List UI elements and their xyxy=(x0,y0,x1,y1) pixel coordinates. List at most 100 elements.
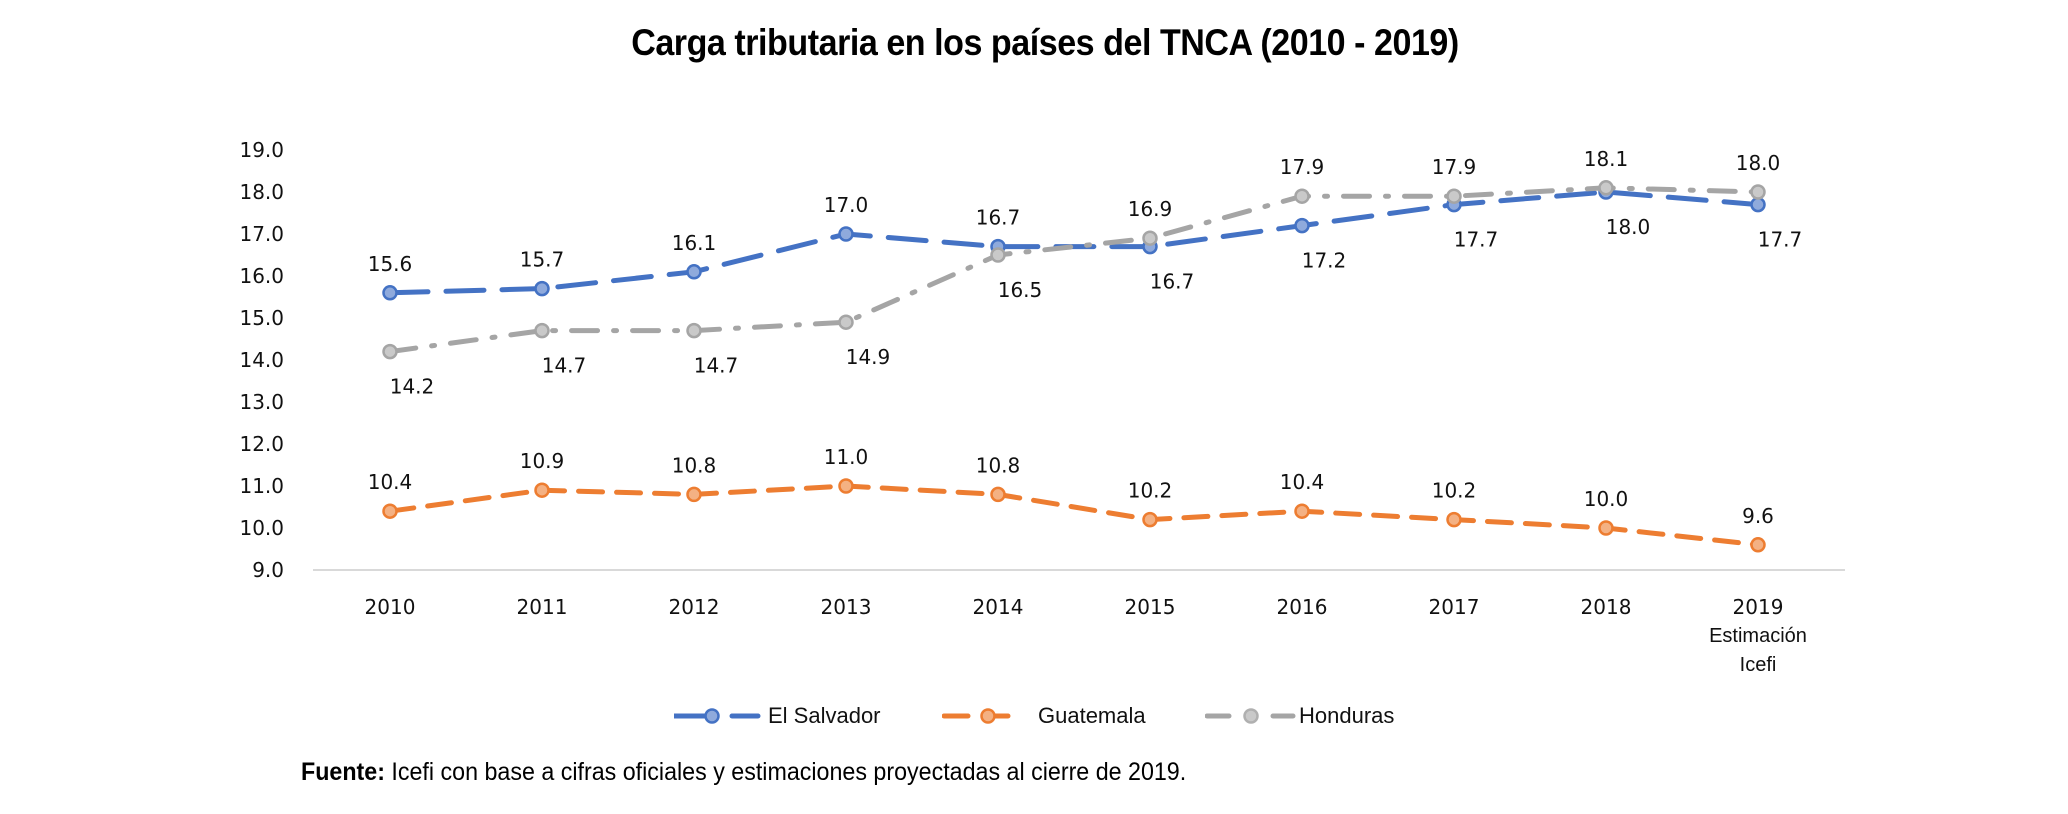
legend-item-guatemala[interactable]: Guatemala xyxy=(942,700,1146,732)
data-point-el-salvador[interactable] xyxy=(1750,196,1766,213)
data-label-el-salvador: 16.7 xyxy=(976,206,1021,230)
legend-symbol-guatemala xyxy=(942,708,1011,724)
data-label-honduras: 14.9 xyxy=(846,345,891,369)
series-line-el-salvador xyxy=(387,189,1761,296)
y-tick-label: 10.0 xyxy=(239,516,284,540)
data-label-honduras: 16.5 xyxy=(998,278,1043,302)
data-point-el-salvador[interactable] xyxy=(838,226,854,242)
data-point-honduras[interactable] xyxy=(990,247,1006,263)
data-point-guatemala[interactable] xyxy=(1446,511,1462,528)
data-point-honduras[interactable] xyxy=(1142,230,1158,246)
x-tick-label: 2017 xyxy=(1429,595,1480,619)
data-point-el-salvador[interactable] xyxy=(686,264,702,280)
x-tick-label: 2019 xyxy=(1733,595,1784,619)
legend-label: Honduras xyxy=(1299,703,1395,728)
data-label-honduras: 16.9 xyxy=(1128,197,1173,221)
legend-item-el-salvador[interactable]: El Salvador xyxy=(672,700,881,732)
data-point-guatemala[interactable] xyxy=(686,486,702,503)
data-label-honduras: 14.7 xyxy=(542,354,587,378)
y-tick-label: 19.0 xyxy=(239,138,284,162)
y-tick-label: 13.0 xyxy=(239,390,284,414)
legend-label: El Salvador xyxy=(768,703,881,728)
legend-item-honduras[interactable]: Honduras xyxy=(1205,700,1394,732)
y-tick-label: 11.0 xyxy=(239,474,284,498)
data-label-guatemala: 10.8 xyxy=(672,453,717,477)
data-label-honduras: 18.0 xyxy=(1736,151,1781,175)
y-axis: 9.0 10.0 11.0 12.0 13.0 14.0 15.0 16.0 17.0 18.0 1… xyxy=(239,138,284,582)
data-label-guatemala: 10.4 xyxy=(1280,470,1325,494)
chart-title: Carga tributaria en los países del TNCA … xyxy=(631,22,1459,63)
data-label-guatemala: 10.0 xyxy=(1584,487,1629,511)
x-tick-label: 2010 xyxy=(365,595,416,619)
x-tick-label: 2014 xyxy=(973,595,1024,619)
legend-label: Guatemala xyxy=(1038,703,1146,728)
data-label-guatemala: 10.8 xyxy=(976,453,1021,477)
y-tick-label: 16.0 xyxy=(239,264,284,288)
data-label-el-salvador: 17.2 xyxy=(1302,249,1347,273)
data-point-honduras[interactable] xyxy=(686,322,702,339)
data-label-guatemala: 10.2 xyxy=(1128,479,1173,503)
data-label-guatemala: 10.2 xyxy=(1432,479,1477,503)
y-tick-label: 18.0 xyxy=(239,180,284,204)
data-point-guatemala[interactable] xyxy=(838,478,854,494)
series-guatemala xyxy=(382,478,1766,553)
y-tick-label: 14.0 xyxy=(239,348,284,372)
x-tick-sublabel: Estimación xyxy=(1709,625,1807,647)
legend-symbol-el-salvador xyxy=(674,708,761,724)
data-point-guatemala[interactable] xyxy=(534,482,550,498)
data-point-honduras[interactable] xyxy=(1446,188,1462,204)
series-line-honduras xyxy=(387,185,1761,355)
data-point-el-salvador[interactable] xyxy=(382,285,398,301)
x-axis: 2010 2011 2012 2013 2014 2015 2016 2017 2018 2019… xyxy=(365,595,1807,676)
legend-symbol-honduras xyxy=(1205,708,1296,724)
data-label-el-salvador: 15.7 xyxy=(520,248,565,272)
data-point-honduras[interactable] xyxy=(382,343,398,360)
x-tick-label: 2018 xyxy=(1581,595,1632,619)
data-label-guatemala: 9.6 xyxy=(1742,504,1774,528)
x-tick-label: 2016 xyxy=(1277,595,1328,619)
x-tick-label: 2013 xyxy=(821,595,872,619)
data-label-el-salvador: 16.1 xyxy=(672,231,717,255)
x-tick-sublabel: Icefi xyxy=(1740,654,1777,676)
data-labels: 15.6 15.7 16.1 17.0 16.7 16.7 17.2 17.7 18.0 17.7… xyxy=(368,147,1803,528)
data-label-el-salvador: 16.7 xyxy=(1150,270,1195,294)
data-label-honduras: 14.7 xyxy=(694,354,739,378)
legend: El Salvador Guatemala Honduras xyxy=(0,700,2068,732)
source-note: Fuente: Icefi con base a cifras oficiale… xyxy=(301,758,1186,787)
source-text: Icefi con base a cifras oficiales y esti… xyxy=(384,758,1187,786)
data-point-guatemala[interactable] xyxy=(1142,511,1158,528)
data-point-guatemala[interactable] xyxy=(990,486,1006,503)
data-label-honduras: 14.2 xyxy=(390,375,435,399)
data-label-el-salvador: 17.7 xyxy=(1454,228,1499,252)
data-label-honduras: 18.1 xyxy=(1584,147,1629,171)
data-point-honduras[interactable] xyxy=(1598,180,1614,196)
data-point-guatemala[interactable] xyxy=(382,503,398,519)
data-point-guatemala[interactable] xyxy=(1598,520,1614,536)
data-point-el-salvador[interactable] xyxy=(1294,217,1310,234)
data-point-honduras[interactable] xyxy=(534,322,550,339)
data-point-honduras[interactable] xyxy=(1750,184,1766,200)
data-label-el-salvador: 17.7 xyxy=(1758,228,1803,252)
data-point-guatemala[interactable] xyxy=(1750,537,1766,553)
source-label: Fuente: xyxy=(301,758,385,786)
x-tick-label: 2012 xyxy=(669,595,720,619)
series-el-salvador xyxy=(382,184,1766,301)
series-layer xyxy=(382,180,1766,553)
data-label-el-salvador: 18.0 xyxy=(1606,215,1651,239)
y-tick-label: 15.0 xyxy=(239,306,284,330)
series-honduras xyxy=(382,180,1766,360)
y-tick-label: 12.0 xyxy=(239,432,284,456)
y-tick-label: 9.0 xyxy=(252,558,284,582)
data-label-el-salvador: 17.0 xyxy=(824,193,869,217)
data-point-honduras[interactable] xyxy=(838,314,854,330)
data-label-honduras: 17.9 xyxy=(1432,155,1477,179)
data-point-honduras[interactable] xyxy=(1294,188,1310,204)
data-label-el-salvador: 15.6 xyxy=(368,252,413,276)
data-point-guatemala[interactable] xyxy=(1294,503,1310,519)
data-label-honduras: 17.9 xyxy=(1280,155,1325,179)
x-tick-label: 2015 xyxy=(1125,595,1176,619)
data-label-guatemala: 11.0 xyxy=(824,445,869,469)
line-chart: 9.010.011.012.013.014.015.016.017.018.01… xyxy=(239,138,1845,676)
data-label-guatemala: 10.9 xyxy=(520,449,565,473)
data-point-el-salvador[interactable] xyxy=(534,280,550,297)
